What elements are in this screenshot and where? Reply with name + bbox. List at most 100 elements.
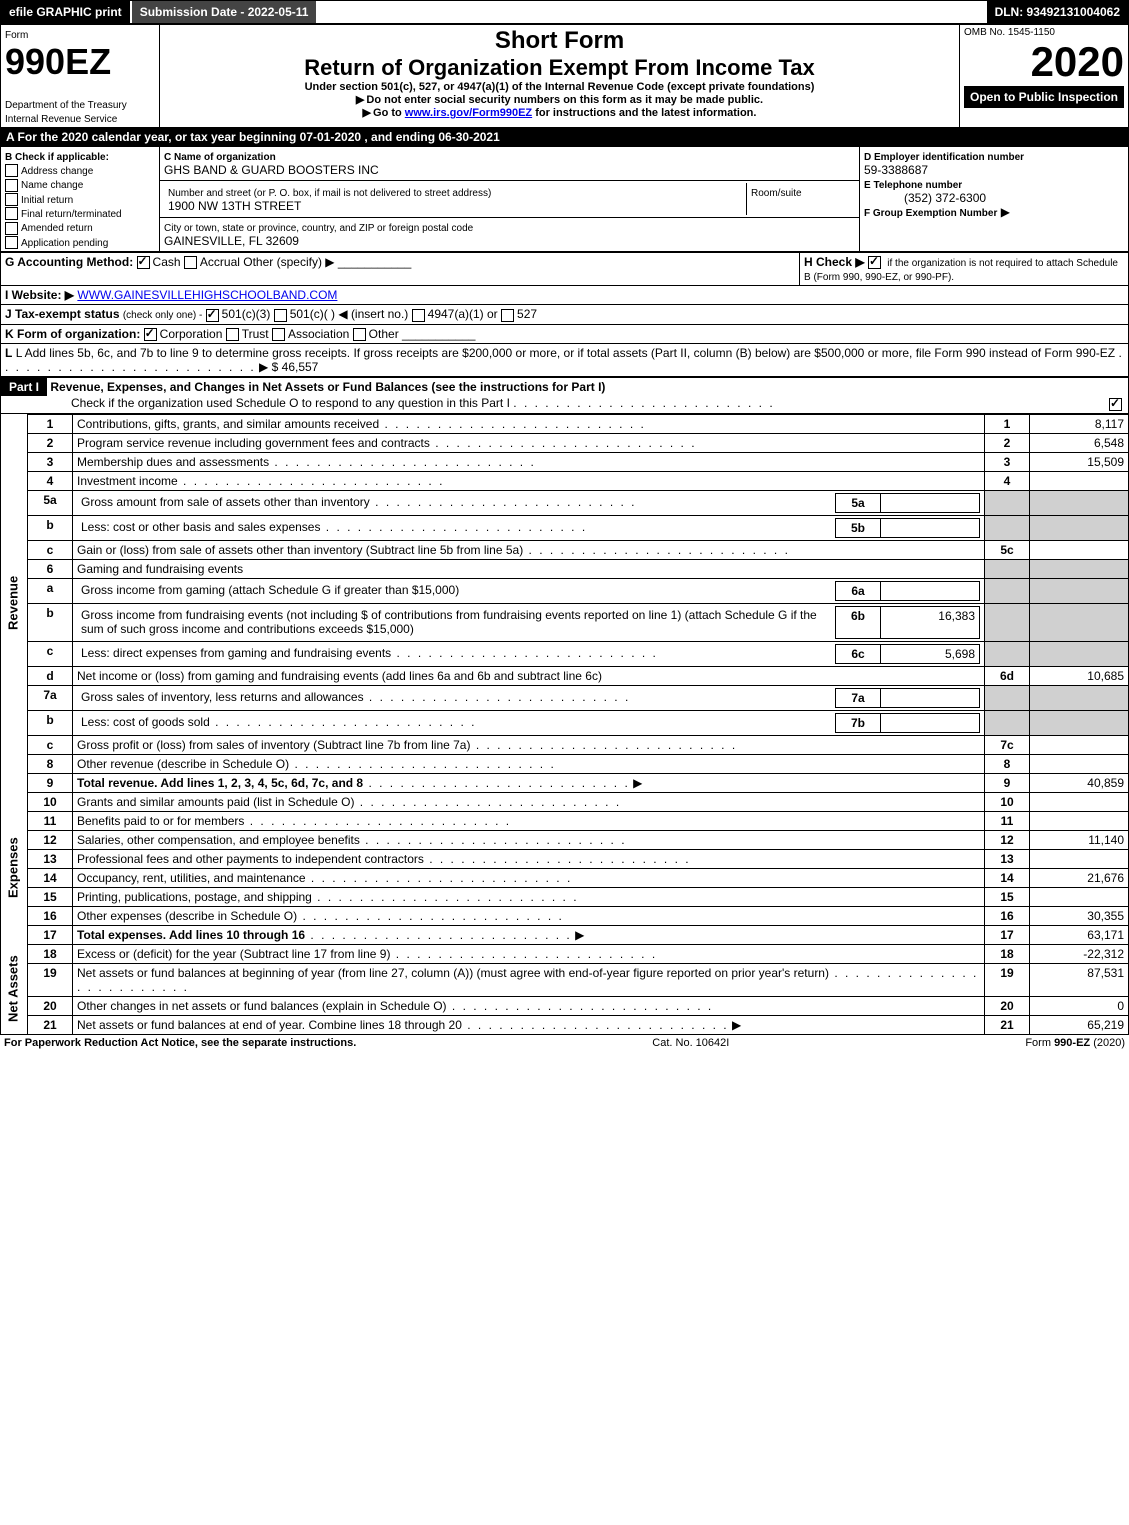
j-cell: J Tax-exempt status (check only one) - 5… [1,305,1129,324]
short-form-title: Short Form [164,27,955,55]
lines-table: Revenue 1 Contributions, gifts, grants, … [0,414,1129,1035]
form-label: Form [5,30,28,41]
part1-header: Part I Revenue, Expenses, and Changes in… [0,377,1129,414]
omb-label: OMB No. 1545-1150 [964,27,1124,38]
checkbox-501c3[interactable] [206,309,219,322]
form-number: 990EZ [5,41,111,82]
website-link[interactable]: WWW.GAINESVILLEHIGHSCHOOLBAND.COM [77,288,337,302]
line-text: Other expenses (describe in Schedule O) [73,906,985,925]
line-text: Gain or (loss) from sale of assets other… [73,540,985,559]
phone-value: (352) 372-6300 [864,191,986,205]
ghijkl-table: G Accounting Method: Cash Accrual Other … [0,252,1129,377]
dln-label: DLN: 93492131004062 [987,1,1128,23]
line-text: Net assets or fund balances at beginning… [73,963,985,996]
subtitle: Under section 501(c), 527, or 4947(a)(1)… [164,81,955,93]
j-501c3: 501(c)(3) [222,307,271,321]
line-text: Less: direct expenses from gaming and fu… [73,641,985,666]
g-accrual: Accrual [200,255,240,269]
line-text: Printing, publications, postage, and shi… [73,887,985,906]
org-name-cell: C Name of organization GHS BAND & GUARD … [160,147,860,181]
checkbox-501c[interactable] [274,309,287,322]
checkbox-4947[interactable] [412,309,425,322]
j-label: J Tax-exempt status [5,307,120,321]
opt-name: Name change [21,180,83,191]
checkbox-cash[interactable] [137,256,150,269]
street-label: Number and street (or P. O. box, if mail… [168,188,491,199]
line-text: Total expenses. Add lines 10 through 16 … [73,925,985,944]
line-text: Gross income from fundraising events (no… [73,603,985,641]
f-label: F Group Exemption Number [864,208,997,219]
submission-date-label: Submission Date - 2022-05-11 [130,1,317,23]
street-cell: Number and street (or P. O. box, if mail… [160,180,860,218]
l-text: L Add lines 5b, 6c, and 7b to line 9 to … [16,346,1115,360]
checkbox-other[interactable] [353,328,366,341]
city-value: GAINESVILLE, FL 32609 [164,234,299,248]
line-text: Net income or (loss) from gaming and fun… [73,666,985,685]
footer-left: For Paperwork Reduction Act Notice, see … [4,1037,356,1049]
checkbox-527[interactable] [501,309,514,322]
j-4947: 4947(a)(1) or [428,307,498,321]
checkbox-h[interactable] [868,256,881,269]
warning-1: Do not enter social security numbers on … [164,93,955,106]
k-assoc: Association [288,327,349,341]
checkbox-final-return[interactable] [5,207,18,220]
j-501c: 501(c)( ) ◀ (insert no.) [290,307,409,321]
checkbox-schedule-o[interactable] [1109,398,1122,411]
checkbox-address-change[interactable] [5,164,18,177]
line-text: Membership dues and assessments [73,452,985,471]
g-other: Other (specify) ▶ [243,255,334,269]
line-text: Salaries, other compensation, and employ… [73,830,985,849]
section-b-label: B Check if applicable: [5,152,109,163]
irs-label: Internal Revenue Service [5,114,117,125]
line-text: Gross amount from sale of assets other t… [73,490,985,515]
part1-label: Part I [1,378,47,396]
warning-2: Go to www.irs.gov/Form990EZ for instruct… [164,106,955,119]
city-label: City or town, state or province, country… [164,223,473,234]
line-text: Occupancy, rent, utilities, and maintena… [73,868,985,887]
opt-initial: Initial return [21,195,73,206]
efile-print-label[interactable]: efile GRAPHIC print [1,1,130,23]
checkbox-assoc[interactable] [272,328,285,341]
street-value: 1900 NW 13TH STREET [168,199,301,213]
j-527: 527 [517,307,537,321]
checkbox-application-pending[interactable] [5,236,18,249]
g-label: G Accounting Method: [5,255,133,269]
inspection-box: Open to Public Inspection [964,86,1124,108]
checkbox-accrual[interactable] [184,256,197,269]
year-cell: OMB No. 1545-1150 2020 Open to Public In… [960,25,1129,128]
checkbox-corp[interactable] [144,328,157,341]
line-text: Contributions, gifts, grants, and simila… [73,414,985,433]
org-name: GHS BAND & GUARD BOOSTERS INC [164,163,379,177]
irs-link[interactable]: www.irs.gov/Form990EZ [405,107,532,119]
section-a-bar: A For the 2020 calendar year, or tax yea… [0,128,1129,146]
line-text: Total revenue. Add lines 1, 2, 3, 4, 5c,… [73,773,985,792]
checkbox-trust[interactable] [226,328,239,341]
k-trust: Trust [242,327,269,341]
part1-title: Revenue, Expenses, and Changes in Net As… [50,380,605,394]
footer-mid: Cat. No. 10642I [652,1037,729,1049]
return-title: Return of Organization Exempt From Incom… [164,55,955,81]
tax-year: 2020 [964,38,1124,86]
line-text: Grants and similar amounts paid (list in… [73,792,985,811]
footer-row: For Paperwork Reduction Act Notice, see … [0,1035,1129,1051]
line-text: Net assets or fund balances at end of ye… [73,1015,985,1034]
c-name-label: C Name of organization [164,152,276,163]
footer-right: Form 990-EZ (2020) [1025,1037,1125,1049]
opt-pending: Application pending [21,238,108,249]
i-label: I Website: ▶ [5,288,74,302]
right-info-cell: D Employer identification number 59-3388… [860,147,1129,252]
g-cash: Cash [153,255,181,269]
line-text: Gross profit or (loss) from sales of inv… [73,735,985,754]
line-text: Gross sales of inventory, less returns a… [73,685,985,710]
g-cell: G Accounting Method: Cash Accrual Other … [1,252,800,285]
city-cell: City or town, state or province, country… [160,218,860,252]
checkbox-amended-return[interactable] [5,222,18,235]
checkbox-name-change[interactable] [5,179,18,192]
checkbox-initial-return[interactable] [5,193,18,206]
line-text: Less: cost or other basis and sales expe… [73,515,985,540]
line-val: 8,117 [1030,414,1129,433]
e-label: E Telephone number [864,180,962,191]
j-sub: (check only one) - [123,310,202,321]
line-text: Gaming and fundraising events [73,559,985,578]
line-ref: 1 [985,414,1030,433]
